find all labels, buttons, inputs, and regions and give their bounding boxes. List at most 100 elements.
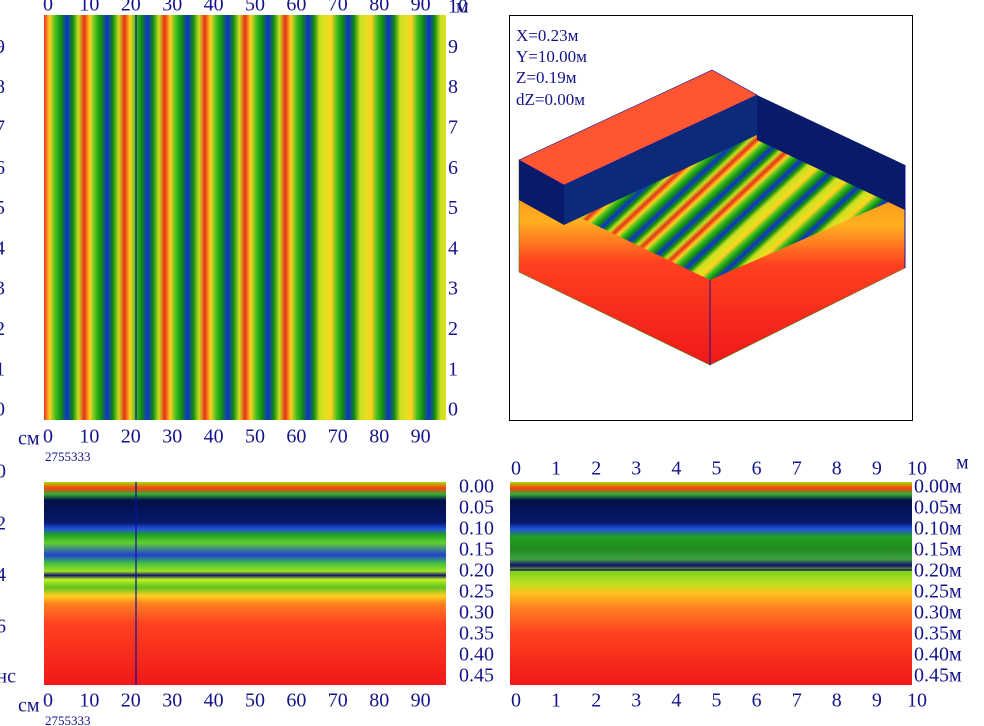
depth-tick-label: 0.40 [459, 644, 494, 666]
x-tick-label: 6 [752, 690, 762, 712]
y-tick-label: 4 [0, 237, 5, 259]
x-tick-label: 50 [245, 0, 265, 16]
depth-tick-label: 0.35 [459, 623, 494, 645]
x-tick-label: 6 [752, 458, 762, 480]
time-tick-label: 6 [0, 616, 6, 638]
tick-labels: 0 10 20 30 40 50 60 70 80 900 10 20 30 40 50 60 70 80 9001… [0, 0, 962, 712]
x-tick-label: 7 [792, 690, 802, 712]
x-tick-label: 10 [79, 0, 99, 16]
x-tick-label: 2 [591, 690, 601, 712]
section-y-image [510, 482, 912, 685]
readout-z: Z=0.19м [516, 68, 577, 87]
x-tick-label: 60 [286, 0, 306, 16]
x-tick-label: 70 [328, 0, 348, 16]
x-tick-label: 7 [792, 458, 802, 480]
x-tick-label: 20 [121, 0, 141, 16]
depth-tick-label: 0.45м [914, 665, 962, 687]
y-tick-label: 7 [0, 116, 5, 138]
plan-view-image [44, 15, 446, 420]
x-tick-label: 80 [369, 0, 389, 16]
scan-id: 2755333 [45, 449, 91, 464]
x-tick-label: 9 [872, 458, 882, 480]
y-tick-label: 2 [448, 318, 458, 340]
readout-x: X=0.23м [516, 26, 579, 45]
x-tick-label: 90 [411, 426, 431, 448]
block-3d [518, 69, 906, 366]
x-tick-label: 1 [551, 690, 561, 712]
x-tick-label: 4 [671, 458, 681, 480]
x-tick-label: 10 [907, 458, 927, 480]
y-tick-label: 8 [448, 76, 458, 98]
y-tick-label: 4 [448, 237, 458, 259]
x-tick-label: 8 [832, 690, 842, 712]
x-tick-label: 0 [43, 0, 53, 16]
x-tick-label: 1 [551, 458, 561, 480]
depth-tick-label: 0.15 [459, 539, 494, 561]
time-tick-label: 0 [0, 461, 6, 483]
x-tick-label: 90 [411, 690, 431, 712]
x-tick-label: 50 [245, 426, 265, 448]
y-tick-label: 0 [448, 399, 458, 421]
time-tick-label: 4 [0, 564, 6, 586]
y-tick-label: 2 [0, 318, 5, 340]
x-unit: см [18, 695, 40, 717]
x-tick-label: 40 [204, 690, 224, 712]
x-tick-label: 5 [712, 458, 722, 480]
y-tick-label: 5 [448, 197, 458, 219]
depth-tick-label: 0.30 [459, 602, 494, 624]
depth-tick-label: 0.05 [459, 497, 494, 519]
depth-tick-label: 0.05м [914, 497, 962, 519]
depth-tick-label: 0.40м [914, 644, 962, 666]
x-tick-label: 4 [671, 690, 681, 712]
x-tick-label: 2 [591, 458, 601, 480]
depth-tick-label: 0.25м [914, 581, 962, 603]
x-tick-label: 8 [832, 458, 842, 480]
y-tick-label: 1 [448, 358, 458, 380]
y-tick-label: 3 [448, 278, 458, 300]
readout-dz: dZ=0.00м [516, 90, 585, 109]
readout-y: Y=10.00м [516, 47, 587, 66]
depth-tick-label: 0.00м [914, 476, 962, 498]
x-tick-label: 20 [121, 426, 141, 448]
x-tick-label: 10 [79, 426, 99, 448]
y-tick-label: 1 [0, 358, 5, 380]
x-tick-label: 0 [43, 426, 53, 448]
x-tick-label: 3 [631, 458, 641, 480]
x-tick-label: 70 [328, 690, 348, 712]
depth-tick-label: 0.20м [914, 560, 962, 582]
y-tick-label: 6 [448, 157, 458, 179]
x-tick-label: 10 [79, 690, 99, 712]
y-unit: м [456, 0, 469, 18]
x-tick-label: 0 [511, 690, 521, 712]
section-x-image [44, 482, 446, 685]
x-tick-label: 60 [286, 690, 306, 712]
x-tick-label: 80 [369, 426, 389, 448]
x-tick-label: 40 [204, 426, 224, 448]
depth-tick-label: 0.10м [914, 518, 962, 540]
y-tick-label: 10 [448, 0, 468, 18]
x-tick-label: 30 [162, 426, 182, 448]
depth-tick-label: 0.45 [459, 665, 494, 687]
x-tick-label: 30 [162, 690, 182, 712]
depth-tick-label: 0.20 [459, 560, 494, 582]
x-tick-label: 3 [631, 690, 641, 712]
scan-id: 2755333 [45, 713, 91, 726]
depth-tick-label: 0.15м [914, 539, 962, 561]
x-tick-label: 60 [286, 426, 306, 448]
depth-tick-label: 0.25 [459, 581, 494, 603]
depth-tick-label: 0.35м [914, 623, 962, 645]
x-tick-label: 20 [121, 690, 141, 712]
y-tick-label: 3 [0, 278, 5, 300]
y-tick-label: 0 [0, 399, 5, 421]
depth-tick-label: 0.00 [459, 476, 494, 498]
x-tick-label: 5 [712, 690, 722, 712]
x-tick-label: 0 [511, 458, 521, 480]
y-tick-label: 7 [448, 116, 458, 138]
x-unit: см [18, 428, 40, 450]
y-tick-label: 9 [448, 36, 458, 58]
x-tick-label: 80 [369, 690, 389, 712]
x-tick-label: 10 [907, 690, 927, 712]
y-tick-label: 8 [0, 76, 5, 98]
depth-tick-label: 0.30м [914, 602, 962, 624]
